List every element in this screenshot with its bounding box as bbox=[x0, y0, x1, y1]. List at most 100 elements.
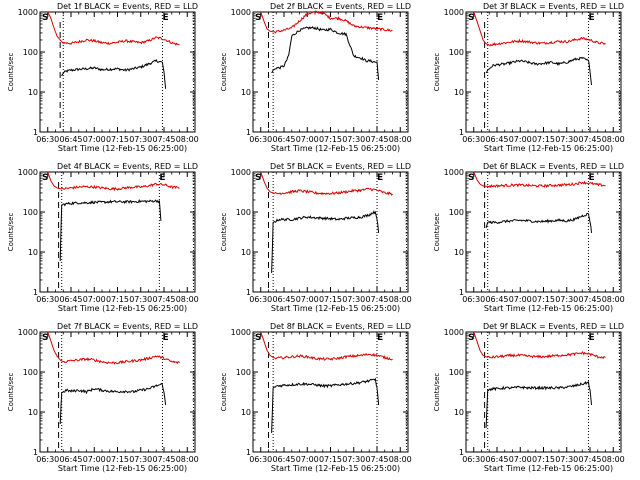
y-tick-label: 10 bbox=[28, 88, 38, 97]
series-lld-line bbox=[47, 11, 180, 46]
start-marker-label: S bbox=[468, 13, 474, 23]
y-tick-label: 1 bbox=[459, 288, 464, 297]
x-tick-label: 06:30 bbox=[249, 295, 272, 304]
y-tick-label: 1000 bbox=[444, 168, 464, 177]
plot-frame bbox=[465, 331, 622, 453]
x-axis-label: Start Time (12-Feb-15 06:25:00) bbox=[58, 144, 187, 153]
x-axis-label: Start Time (12-Feb-15 06:25:00) bbox=[58, 464, 187, 473]
series-lld-line bbox=[260, 331, 393, 361]
x-tick-label: 08:00 bbox=[602, 135, 625, 144]
y-tick-label: 1 bbox=[33, 288, 38, 297]
series-lld-line bbox=[47, 171, 180, 192]
x-tick-label: 07:45 bbox=[578, 455, 601, 464]
panel-det-7f: Det 7f BLACK = Events, RED = LLD 1 10 100 10… bbox=[7, 322, 199, 473]
y-tick-label: 100 bbox=[449, 48, 464, 57]
x-tick-label: 07:15 bbox=[319, 135, 342, 144]
y-axis-label: Counts/sec bbox=[433, 53, 441, 92]
x-tick-label: 07:00 bbox=[83, 455, 106, 464]
x-tick-label: 07:45 bbox=[365, 455, 388, 464]
x-tick-label: 06:30 bbox=[462, 455, 485, 464]
y-axis-label: Counts/sec bbox=[433, 373, 441, 412]
panel-det-6f: Det 6f BLACK = Events, RED = LLD 1 10 100 10… bbox=[433, 162, 625, 313]
panel-det-3f: Det 3f BLACK = Events, RED = LLD 1 10 100 10… bbox=[433, 2, 625, 153]
x-tick-label: 08:00 bbox=[176, 135, 199, 144]
panel-title: Det 2f BLACK = Events, RED = LLD bbox=[270, 2, 411, 11]
x-tick-label: 07:30 bbox=[555, 455, 578, 464]
series-lld-line bbox=[473, 11, 606, 47]
y-tick-label: 100 bbox=[23, 208, 38, 217]
y-tick-label: 10 bbox=[454, 248, 464, 257]
y-tick-label: 10 bbox=[241, 88, 251, 97]
series-events-line bbox=[59, 382, 167, 425]
series-lld-line bbox=[473, 331, 606, 360]
x-tick-label: 06:30 bbox=[36, 135, 59, 144]
x-tick-label: 07:00 bbox=[296, 135, 319, 144]
y-tick-label: 1000 bbox=[444, 328, 464, 337]
x-tick-label: 06:30 bbox=[462, 295, 485, 304]
end-marker-label: E bbox=[588, 173, 594, 183]
y-tick-label: 100 bbox=[236, 368, 251, 377]
x-tick-label: 07:30 bbox=[342, 455, 365, 464]
y-axis-label: Counts/sec bbox=[7, 53, 15, 92]
y-axis-label: Counts/sec bbox=[220, 373, 228, 412]
series-lld-line bbox=[47, 331, 180, 365]
x-tick-label: 07:30 bbox=[555, 135, 578, 144]
x-tick-label: 08:00 bbox=[389, 455, 412, 464]
series-lld-line bbox=[473, 171, 606, 189]
start-marker-label: S bbox=[255, 333, 261, 343]
x-tick-label: 07:00 bbox=[509, 455, 532, 464]
x-tick-label: 08:00 bbox=[176, 295, 199, 304]
x-axis-label: Start Time (12-Feb-15 06:25:00) bbox=[484, 304, 613, 313]
x-tick-label: 07:15 bbox=[532, 295, 555, 304]
plot-frame bbox=[465, 11, 622, 133]
x-tick-label: 07:45 bbox=[578, 295, 601, 304]
x-tick-label: 07:15 bbox=[319, 295, 342, 304]
y-tick-label: 100 bbox=[449, 208, 464, 217]
x-tick-label: 07:45 bbox=[152, 295, 175, 304]
x-tick-label: 07:00 bbox=[83, 135, 106, 144]
x-tick-label: 08:00 bbox=[602, 455, 625, 464]
panel-title: Det 9f BLACK = Events, RED = LLD bbox=[483, 322, 624, 331]
panel-title: Det 8f BLACK = Events, RED = LLD bbox=[270, 322, 411, 331]
panel-title: Det 3f BLACK = Events, RED = LLD bbox=[483, 2, 624, 11]
y-axis-label: Counts/sec bbox=[7, 213, 15, 252]
y-axis-label: Counts/sec bbox=[7, 373, 15, 412]
x-tick-label: 06:45 bbox=[59, 135, 82, 144]
y-tick-label: 10 bbox=[28, 248, 38, 257]
plot-frame bbox=[252, 171, 409, 293]
panel-det-9f: Det 9f BLACK = Events, RED = LLD 1 10 100 10… bbox=[433, 322, 625, 473]
x-tick-label: 07:30 bbox=[555, 295, 578, 304]
y-tick-label: 100 bbox=[23, 368, 38, 377]
x-tick-label: 06:45 bbox=[59, 455, 82, 464]
x-tick-label: 07:00 bbox=[296, 295, 319, 304]
panel-title: Det 7f BLACK = Events, RED = LLD bbox=[57, 322, 198, 331]
x-tick-label: 07:45 bbox=[365, 295, 388, 304]
x-tick-label: 06:45 bbox=[272, 135, 295, 144]
x-tick-label: 07:00 bbox=[509, 135, 532, 144]
x-tick-label: 08:00 bbox=[176, 455, 199, 464]
series-events-line bbox=[271, 377, 380, 433]
start-marker-label: S bbox=[468, 333, 474, 343]
x-axis-label: Start Time (12-Feb-15 06:25:00) bbox=[484, 464, 613, 473]
x-axis-label: Start Time (12-Feb-15 06:25:00) bbox=[271, 464, 400, 473]
end-marker-label: E bbox=[588, 333, 594, 343]
series-lld-line bbox=[260, 171, 393, 197]
series-events-line bbox=[485, 213, 592, 233]
series-events-line bbox=[61, 59, 167, 89]
x-tick-label: 07:45 bbox=[365, 135, 388, 144]
panel-det-1f: Det 1f BLACK = Events, RED = LLD 1 10 100 10… bbox=[7, 2, 199, 153]
panel-det-4f: Det 4f BLACK = Events, RED = LLD 1 10 100 10… bbox=[7, 162, 199, 313]
y-tick-label: 1 bbox=[33, 448, 38, 457]
start-marker-label: S bbox=[42, 13, 48, 23]
x-axis-label: Start Time (12-Feb-15 06:25:00) bbox=[58, 304, 187, 313]
y-tick-label: 10 bbox=[454, 408, 464, 417]
y-tick-label: 1000 bbox=[18, 8, 38, 17]
x-tick-label: 07:45 bbox=[578, 135, 601, 144]
start-marker-label: S bbox=[255, 13, 261, 23]
plot-frame bbox=[252, 331, 409, 453]
start-marker-label: S bbox=[42, 173, 48, 183]
series-events-line bbox=[59, 199, 162, 261]
x-tick-label: 07:15 bbox=[532, 135, 555, 144]
y-tick-label: 1000 bbox=[18, 168, 38, 177]
y-tick-label: 1 bbox=[459, 128, 464, 137]
